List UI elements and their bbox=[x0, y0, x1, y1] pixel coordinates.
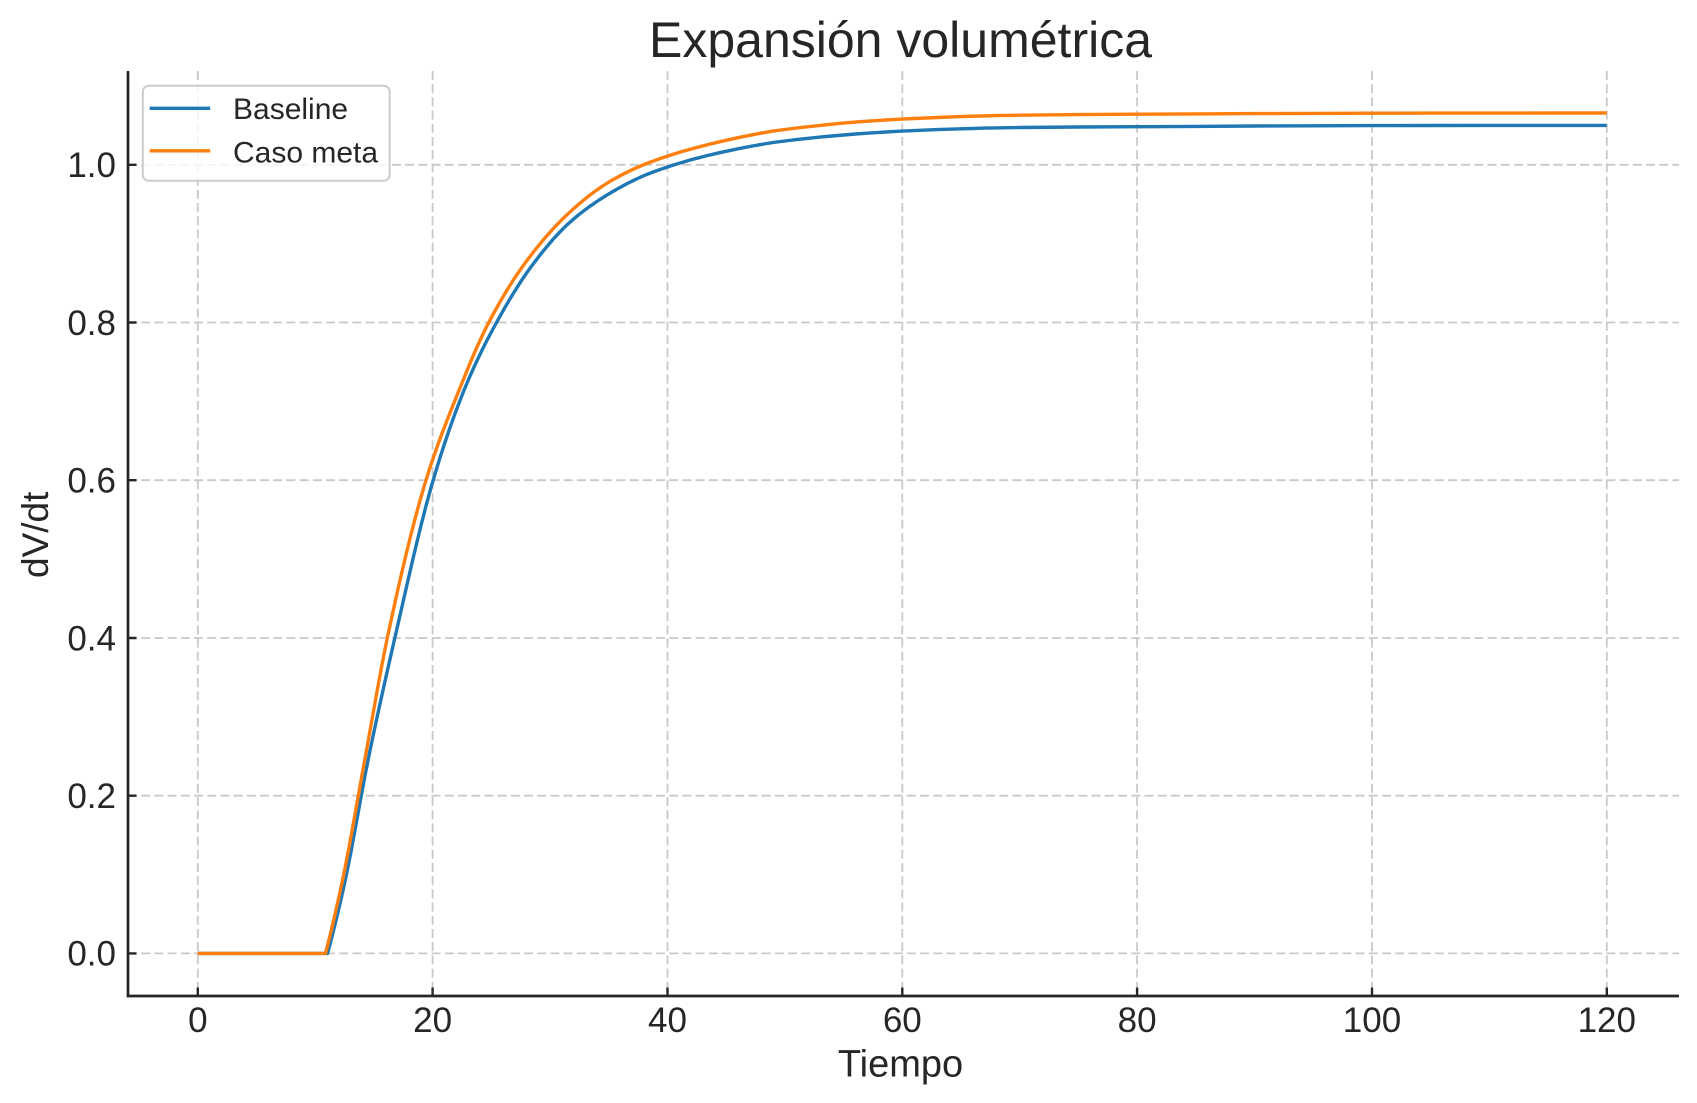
svg-text:40: 40 bbox=[648, 1001, 687, 1040]
svg-text:Caso meta: Caso meta bbox=[233, 137, 378, 170]
svg-text:80: 80 bbox=[1118, 1001, 1157, 1040]
svg-text:0.0: 0.0 bbox=[67, 935, 116, 974]
svg-text:1.0: 1.0 bbox=[67, 146, 116, 185]
svg-text:20: 20 bbox=[413, 1001, 452, 1040]
svg-text:0.6: 0.6 bbox=[67, 462, 116, 501]
svg-text:Expansión volumétrica: Expansión volumétrica bbox=[649, 12, 1152, 68]
svg-text:120: 120 bbox=[1578, 1001, 1636, 1040]
svg-text:Baseline: Baseline bbox=[233, 93, 348, 126]
svg-text:0.4: 0.4 bbox=[67, 619, 116, 658]
svg-text:Tiempo: Tiempo bbox=[838, 1043, 963, 1085]
svg-text:100: 100 bbox=[1343, 1001, 1401, 1040]
svg-text:0.2: 0.2 bbox=[67, 777, 116, 816]
svg-text:60: 60 bbox=[883, 1001, 922, 1040]
svg-text:0.8: 0.8 bbox=[67, 304, 116, 343]
svg-text:0: 0 bbox=[188, 1001, 207, 1040]
svg-text:dV/dt: dV/dt bbox=[15, 491, 56, 578]
